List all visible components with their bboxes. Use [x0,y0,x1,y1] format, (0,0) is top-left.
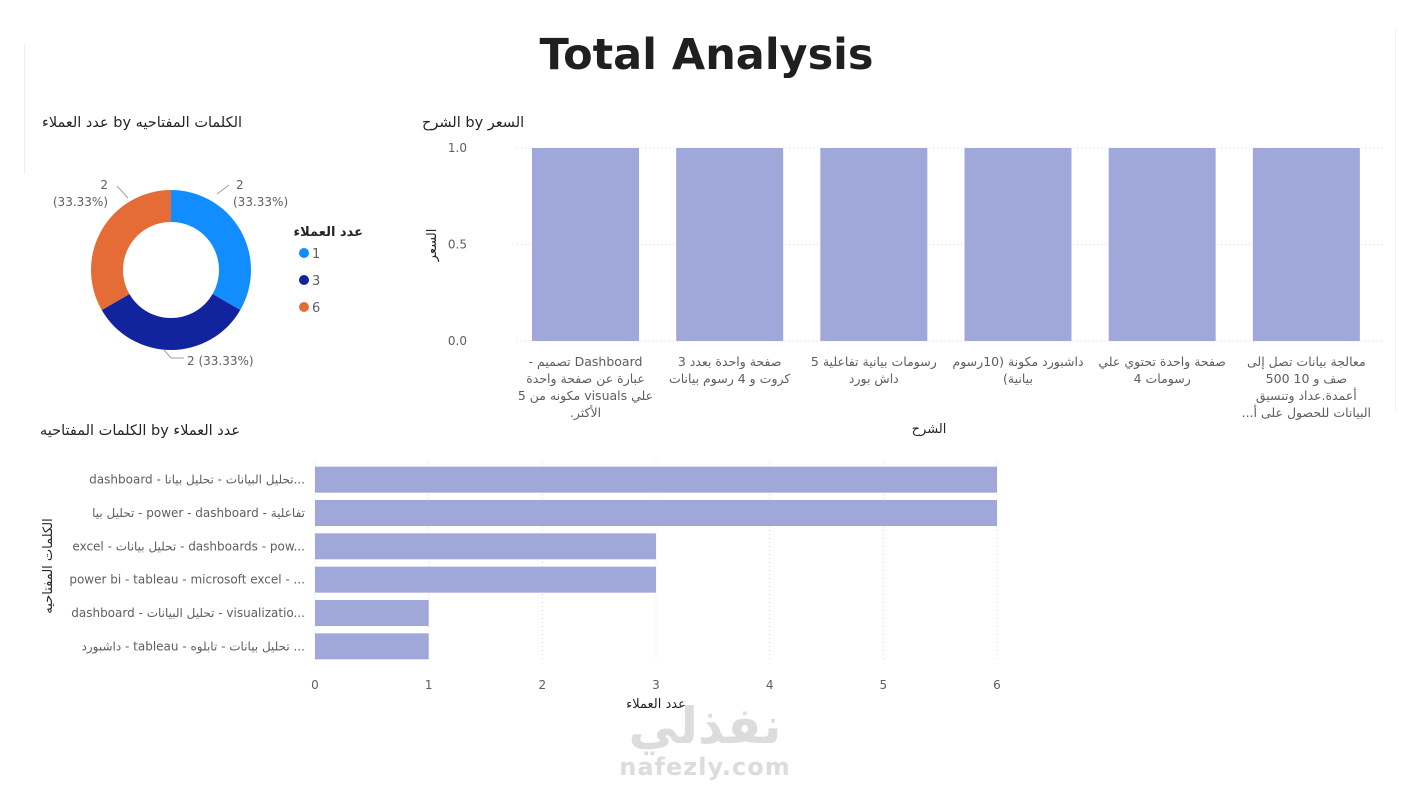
bar-horizontal [315,600,429,626]
column-bar [676,148,784,341]
donut-legend-title: عدد العملاء [294,225,364,240]
bar-y-tick-label: dashboard - تحليل البيانات - تحليل بيانا… [89,473,305,487]
bar-x-tick-label: 0 [311,678,319,692]
column-y-tick-label: 0.5 [448,238,467,252]
bar-y-tick-label: تحليل بيا - power - dashboard - تفاعلية [92,506,305,520]
column-x-tick-label: صفحة واحدة تحتوي علي رسومات 4 [1098,354,1226,387]
donut-legend-marker-6 [299,302,309,312]
column-x-axis-title: الشرح [912,422,947,437]
column-x-tick-label: رسومات بيانية تفاعلية 5 داش بورد [811,354,937,387]
donut-legend-label-6: 6 [312,301,320,316]
visual-border [24,44,25,174]
column-chart-title: الشرح by السعر [422,115,525,131]
donut-legend-marker-1 [299,248,309,258]
donut-legend-marker-3 [299,275,309,285]
bar-horizontal [315,500,997,526]
visual-border [1395,30,1396,410]
donut-data-label: 2 (33.33%) [187,354,254,368]
column-x-tick-label: داشبورد مكونة (10رسوم بيانية) [952,354,1083,386]
bar-y-axis-title: الكلمات المفتاحيه [41,518,56,613]
column-y-axis-title: السعر [425,229,440,263]
donut-leader-line [116,185,129,199]
donut-chart-title: عدد العملاء by الكلمات المفتاحيه [42,115,243,131]
donut-slice-6 [91,190,171,310]
bar-x-tick-label: 3 [652,678,660,692]
column-x-tick-label: Dashboard تصميم -عبارة عن صفحة واحدة علي … [518,354,653,421]
bar-x-tick-label: 6 [993,678,1001,692]
column-x-tick-label: صفحة واحدة بعدد 3 كروت و 4 رسوم بيانات [669,354,790,387]
column-bar [532,148,639,341]
column-bar [964,148,1072,341]
donut-data-label: 2 [236,178,244,192]
column-bar [1108,148,1216,341]
donut-data-label: (33.33%) [53,195,108,209]
donut-slice-3 [101,294,241,350]
bar-horizontal [315,633,429,660]
bar-chart-title: الكلمات المفتاحيه by عدد العملاء [40,423,241,439]
bar-x-tick-label: 1 [425,678,433,692]
bar-x-tick-label: 5 [880,678,888,692]
donut-slice-1 [171,190,251,310]
bar-horizontal [315,533,656,560]
bar-y-tick-label: داشبورد - tableau - تحليل بيانات - تابلو… [82,639,306,654]
column-x-tick-label: معالجة بيانات تصل إلى صف و 10 500 أعمدة.عد… [1242,354,1371,421]
bar-y-tick-label: dashboard - تحليل البيانات - visualizati… [71,606,305,620]
donut-data-label: 2 [100,178,108,192]
donut-leader-line [216,184,230,195]
bar-x-axis-title: عدد العملاء [626,697,686,712]
watermark-logo: نفذلي nafezly.com [600,698,810,780]
column-bar [1252,148,1360,341]
column-bar [820,148,928,341]
donut-data-label: (33.33%) [233,195,288,209]
bar-y-tick-label: excel - تحليل بيانات - dashboards - pow.… [72,539,305,553]
bar-x-tick-label: 2 [539,678,547,692]
bar-x-tick-label: 4 [766,678,774,692]
watermark-arabic: نفذلي [628,697,782,755]
page-title: Total Analysis [539,30,874,80]
donut-leader-line [163,349,184,359]
bar-y-tick-label: power bi - tableau - microsoft excel - .… [69,573,305,587]
bar-horizontal [315,466,997,493]
column-y-tick-label: 0.0 [448,334,467,348]
watermark-latin: nafezly.com [619,753,791,781]
bar-horizontal [315,566,656,593]
column-y-tick-label: 1.0 [448,141,467,155]
donut-legend-label-3: 3 [312,274,320,289]
donut-legend-label-1: 1 [312,247,320,262]
